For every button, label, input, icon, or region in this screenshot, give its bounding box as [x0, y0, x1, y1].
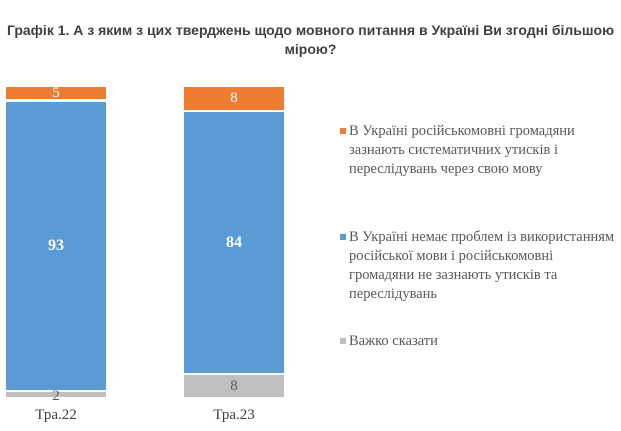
segment-blue: 84	[184, 112, 284, 373]
legend-label: В Україні немає проблем із використанням…	[349, 229, 615, 302]
value-label: 5	[52, 84, 60, 101]
segment-blue: 93	[6, 102, 106, 390]
value-label: 8	[230, 377, 238, 394]
legend-swatch-gray-icon	[340, 338, 346, 344]
legend-item-no-problems: В Україні немає проблем із використанням…	[340, 228, 620, 304]
segment-orange: 8	[184, 87, 284, 110]
value-label: 84	[226, 233, 242, 251]
legend-item-hard-to-say: Важко сказати	[340, 332, 620, 351]
legend-label: В Україні російськомовні громадяни зазна…	[349, 123, 575, 177]
segment-orange: 5	[6, 84, 106, 101]
segment-gray: 8	[184, 375, 284, 397]
legend-swatch-orange-icon	[340, 128, 346, 134]
bar-may-22: 5 93 2	[6, 84, 106, 404]
bar-may-23: 8 84 8	[184, 87, 284, 397]
x-label: Тра.23	[213, 407, 255, 423]
legend-swatch-blue-icon	[340, 234, 346, 240]
x-label: Тра.22	[35, 407, 77, 423]
value-label: 93	[48, 237, 64, 254]
legend-label: Важко сказати	[349, 333, 438, 349]
legend-item-oppressed: В Україні російськомовні громадяни зазна…	[340, 122, 620, 179]
segment-gray: 2	[6, 388, 106, 404]
value-label: 8	[230, 90, 238, 106]
chart-title: Графік 1. А з яким з цих тверджень щодо …	[6, 22, 615, 57]
value-label: 2	[52, 388, 60, 404]
